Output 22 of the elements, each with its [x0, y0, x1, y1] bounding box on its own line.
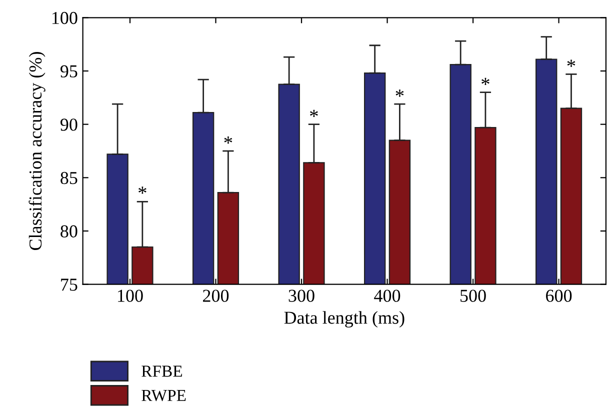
- annotation: *: [396, 90, 404, 97]
- x-tick-label: 200: [203, 290, 229, 302]
- x-axis-title: Data length (ms): [284, 311, 404, 328]
- y-tick-label: 75: [61, 278, 78, 291]
- x-tick-label: 600: [546, 290, 572, 302]
- annotation: *: [567, 60, 576, 67]
- annotation: *: [482, 78, 490, 85]
- y-axis-title: Classification accuracy (%): [28, 52, 46, 250]
- y-tick-label: 90: [60, 118, 78, 131]
- x-tick-label: 100: [118, 290, 143, 302]
- y-tick-label: 95: [60, 65, 78, 78]
- y-tick-label: 80: [60, 225, 78, 238]
- legend-label: RWPE: [142, 390, 186, 402]
- x-tick-label: 300: [288, 290, 314, 302]
- annotation: *: [310, 110, 318, 117]
- legend-label: RFBE: [142, 366, 182, 377]
- y-tick-label: 85: [60, 172, 78, 184]
- y-tick-label: 100: [52, 12, 78, 24]
- annotation: *: [138, 186, 146, 194]
- x-tick-label: 500: [460, 290, 486, 302]
- x-tick-label: 400: [374, 290, 400, 302]
- annotation: *: [224, 136, 232, 144]
